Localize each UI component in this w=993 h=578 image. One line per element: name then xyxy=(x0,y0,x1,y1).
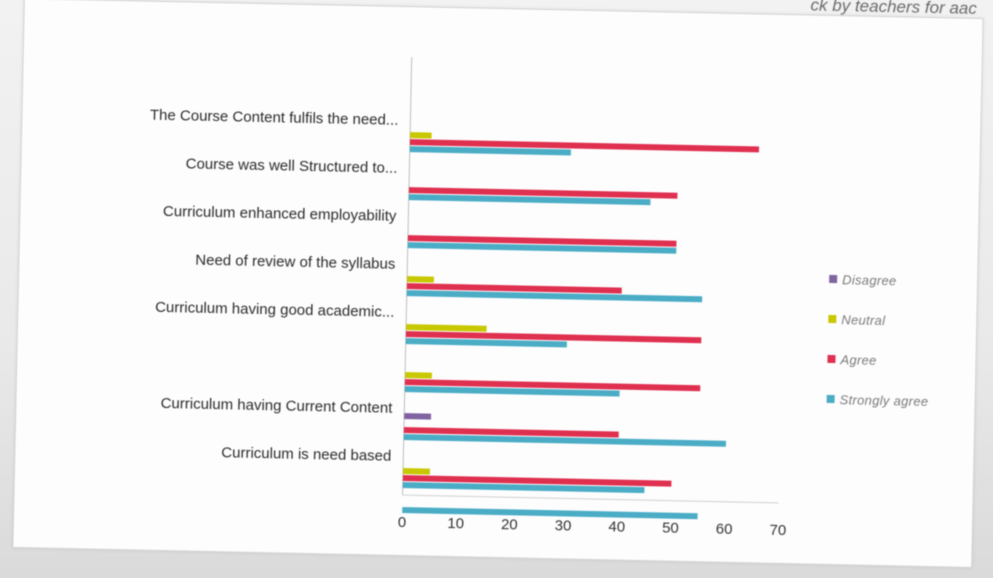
category-label-0: The Course Content fulfils the need... xyxy=(150,107,399,129)
category-label-4: Curriculum having good academic... xyxy=(155,299,395,321)
bar-neutral-5 xyxy=(404,372,432,379)
bar-neutral-0 xyxy=(410,132,432,139)
chart-area: ck by teachers for aac The Course Conten… xyxy=(12,0,984,568)
category-label-6: Curriculum having Current Content xyxy=(160,395,393,417)
x-tick-label-70: 70 xyxy=(769,522,786,539)
category-label-2: Curriculum enhanced employability xyxy=(163,203,397,225)
bar-strongly-agree-7 xyxy=(402,482,645,494)
legend-label: Neutral xyxy=(841,311,886,328)
legend-label: Agree xyxy=(840,351,877,368)
x-tick-label-40: 40 xyxy=(608,518,625,535)
category-label-7: Curriculum is need based xyxy=(221,444,391,465)
legend-swatch-icon xyxy=(829,274,838,284)
legend-item-disagree: Disagree xyxy=(829,266,970,295)
bar-agree-4 xyxy=(405,331,702,344)
bar-agree-1 xyxy=(408,187,678,199)
category-label-1: Course was well Structured to... xyxy=(185,155,397,176)
bar-disagree-6 xyxy=(404,413,432,420)
bar-agree-7 xyxy=(402,475,672,487)
category-label-3: Need of review of the syllabus xyxy=(195,252,395,273)
bar-neutral-4 xyxy=(405,324,487,332)
bar-agree-6 xyxy=(403,427,619,438)
bar-agree-3 xyxy=(406,283,622,294)
bar-strongly-agree-1 xyxy=(408,194,651,206)
x-axis-line xyxy=(402,494,779,504)
legend-item-strongly-agree: Strongly agree xyxy=(826,386,967,415)
legend-item-neutral: Neutral xyxy=(828,306,969,335)
bar-agree-2 xyxy=(407,235,677,247)
bar-neutral-7 xyxy=(402,468,430,475)
bar-extra-strongly-agree xyxy=(402,507,698,520)
legend-item-agree: Agree xyxy=(827,346,968,375)
legend-swatch-icon xyxy=(827,354,836,364)
x-tick-label-60: 60 xyxy=(716,521,733,538)
bar-strongly-agree-3 xyxy=(406,290,703,303)
x-tick-label-20: 20 xyxy=(501,516,518,533)
bar-strongly-agree-6 xyxy=(403,434,727,447)
bar-agree-0 xyxy=(409,139,760,153)
x-tick-label-30: 30 xyxy=(555,517,572,534)
legend-label: Disagree xyxy=(841,271,897,288)
bar-strongly-agree-5 xyxy=(404,386,620,397)
bar-neutral-3 xyxy=(406,276,434,283)
legend-swatch-icon xyxy=(826,394,835,404)
bar-strongly-agree-4 xyxy=(405,338,567,348)
bar-strongly-agree-0 xyxy=(409,146,571,156)
legend-swatch-icon xyxy=(828,314,837,324)
x-tick-label-50: 50 xyxy=(662,519,679,536)
legend-label: Strongly agree xyxy=(839,391,929,409)
chart-legend: Disagree Neutral Agree Strongly agree xyxy=(826,266,969,429)
bar-chart: The Course Content fulfils the need... Co… xyxy=(150,57,786,539)
bar-agree-5 xyxy=(404,379,701,392)
bar-strongly-agree-2 xyxy=(407,242,677,254)
x-tick-label-10: 10 xyxy=(447,515,464,532)
x-tick-label-0: 0 xyxy=(398,514,407,531)
